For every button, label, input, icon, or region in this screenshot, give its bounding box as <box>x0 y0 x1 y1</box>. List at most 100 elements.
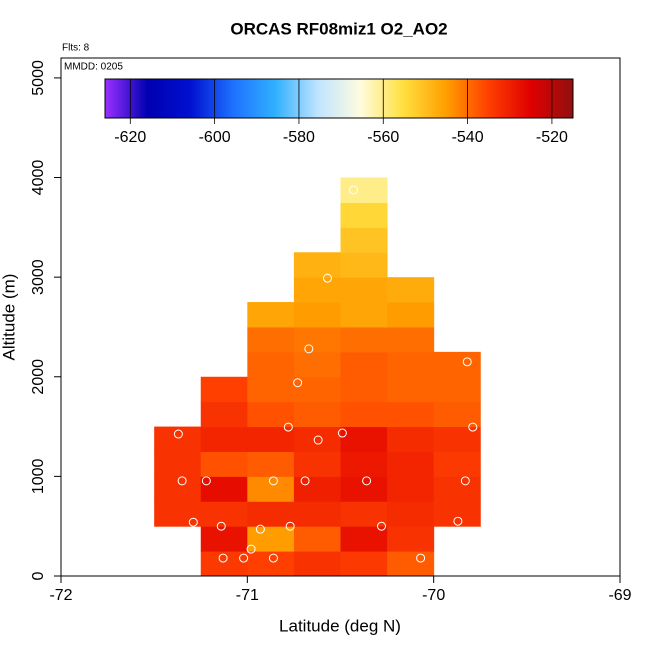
heat-cell <box>387 426 435 452</box>
y-tick-label: 1000 <box>30 458 47 494</box>
x-tick-label: -72 <box>49 587 72 604</box>
heat-cell <box>340 177 388 203</box>
heat-cell <box>293 351 341 378</box>
heat-cell <box>247 451 295 477</box>
heat-cell <box>293 277 341 303</box>
heat-cell <box>340 401 388 428</box>
heat-cell <box>293 252 341 278</box>
heat-cell <box>433 501 481 527</box>
flight-point <box>304 344 314 354</box>
x-axis-label: Latitude (deg N) <box>279 616 401 635</box>
flight-point <box>173 429 183 439</box>
x-tick-label: -69 <box>608 587 631 604</box>
flight-point <box>293 378 303 388</box>
colorbar-tick-label: -540 <box>452 129 484 146</box>
flight-point <box>416 553 426 563</box>
flight-point <box>268 476 278 486</box>
heat-cell <box>247 501 295 527</box>
heat-cell <box>200 376 248 403</box>
heat-cell <box>293 551 341 577</box>
flight-point <box>188 517 198 527</box>
colorbar-tick-label: -520 <box>536 129 568 146</box>
heat-cell <box>154 426 202 452</box>
heat-cell <box>247 302 295 328</box>
heat-cell <box>293 426 341 452</box>
heat-cell <box>154 451 202 477</box>
flight-point <box>453 516 463 526</box>
flight-point <box>283 422 293 432</box>
flight-point <box>246 544 256 554</box>
heat-cell <box>247 476 295 502</box>
heat-cell <box>387 326 435 353</box>
heat-cell <box>387 526 435 552</box>
heat-cell <box>340 376 388 403</box>
heat-cell <box>433 451 481 477</box>
chart-title: ORCAS RF08miz1 O2_AO2 <box>230 19 447 38</box>
heat-cell <box>293 501 341 527</box>
heat-cell <box>387 302 435 328</box>
colorbar-tick-label: -600 <box>199 129 231 146</box>
heat-cell <box>340 526 388 552</box>
subtitle: Flts: 8 <box>62 43 90 54</box>
flight-point <box>268 553 278 563</box>
heat-cell <box>293 526 341 552</box>
heat-cell <box>433 351 481 378</box>
annotation: MMDD: 0205 <box>64 62 123 73</box>
heat-cell <box>340 326 388 353</box>
flight-point <box>462 357 472 367</box>
heat-cell <box>340 252 388 278</box>
y-tick-label: 3000 <box>30 259 47 295</box>
flight-point <box>177 476 187 486</box>
heat-cell <box>340 227 388 253</box>
flight-point <box>255 524 265 534</box>
colorbar-tick-label: -580 <box>283 129 315 146</box>
heat-cell <box>200 501 248 527</box>
heat-cell <box>387 277 435 303</box>
flight-point <box>349 185 359 195</box>
heat-cell <box>340 202 388 228</box>
heat-cell <box>340 351 388 378</box>
heat-cell <box>387 501 435 527</box>
heat-cell <box>200 551 248 577</box>
heat-cell <box>247 351 295 378</box>
y-axis-label: Altitude (m) <box>0 274 18 361</box>
flight-point <box>285 521 295 531</box>
flight-point <box>216 521 226 531</box>
flight-point <box>460 476 470 486</box>
flight-point <box>239 553 249 563</box>
heat-cell <box>433 476 481 502</box>
heat-cell <box>247 326 295 353</box>
heat-cell <box>340 451 388 477</box>
heat-cell <box>340 426 388 452</box>
heat-cell <box>200 401 248 428</box>
y-tick-label: 0 <box>30 571 47 580</box>
flight-point <box>362 476 372 486</box>
x-tick-label: -70 <box>422 587 445 604</box>
heat-cell <box>387 451 435 477</box>
colorbar <box>104 78 574 119</box>
heat-cell <box>154 501 202 527</box>
colorbar-tick-label: -560 <box>367 129 399 146</box>
flight-point <box>313 435 323 445</box>
heat-cell <box>293 451 341 477</box>
heat-cell <box>293 401 341 428</box>
flight-point <box>218 553 228 563</box>
heat-cell <box>340 302 388 328</box>
heat-cell <box>387 551 435 577</box>
heat-cell <box>200 476 248 502</box>
heat-cell <box>340 501 388 527</box>
heat-cell <box>387 376 435 403</box>
heat-cell <box>340 476 388 502</box>
flight-point <box>322 273 332 283</box>
heat-cell <box>340 277 388 303</box>
heat-cell <box>293 476 341 502</box>
heat-cell <box>293 326 341 353</box>
heat-cell <box>340 551 388 577</box>
y-tick-label: 4000 <box>30 160 47 196</box>
flight-point <box>300 476 310 486</box>
heat-cell <box>247 426 295 452</box>
heat-cell <box>387 401 435 428</box>
flight-point <box>468 422 478 432</box>
heat-cell <box>200 451 248 477</box>
